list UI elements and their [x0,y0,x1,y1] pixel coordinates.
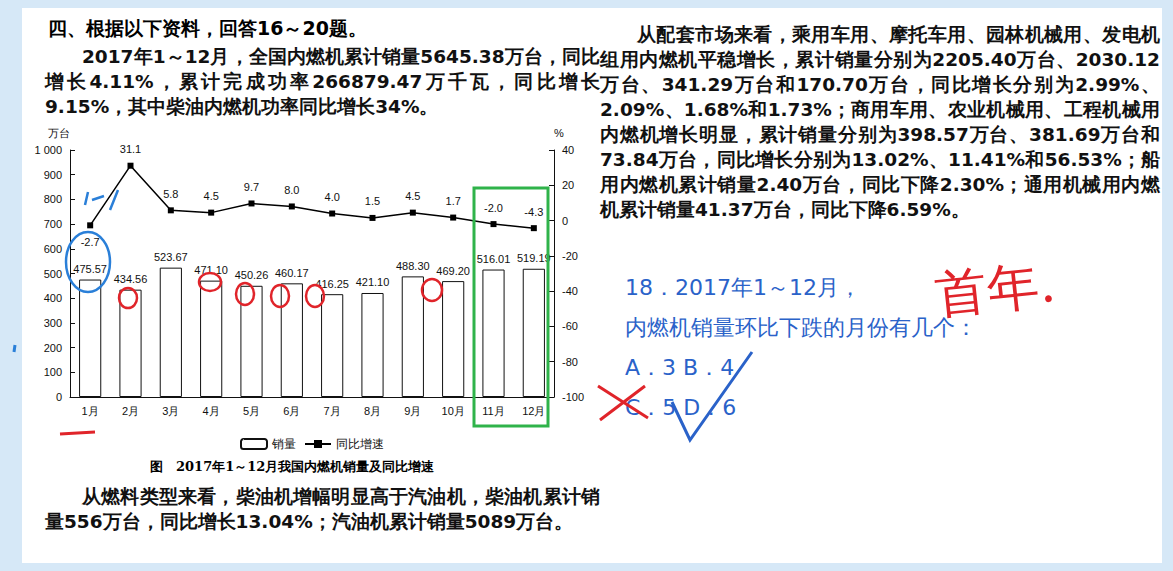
svg-text:469.20: 469.20 [436,265,470,277]
svg-text:519.19: 519.19 [517,252,551,264]
html-text:内燃机销量环比下跌的月份有几个：: 内燃机销量环比下跌的月份有几个： [625,315,977,340]
svg-text:-40: -40 [562,285,578,297]
svg-text:4.5: 4.5 [405,190,420,202]
svg-text:-2.0: -2.0 [484,202,503,214]
svg-text:同比增速: 同比增速 [336,437,384,451]
svg-text:-60: -60 [562,320,578,332]
svg-text:31.1: 31.1 [120,143,141,155]
svg-text:%: % [554,127,564,139]
svg-text:416.25: 416.25 [315,278,349,290]
svg-text:450.26: 450.26 [235,269,269,281]
svg-text:1.5: 1.5 [365,195,380,207]
svg-text:7月: 7月 [324,405,341,417]
svg-text:10月: 10月 [442,405,465,417]
svg-text:9.7: 9.7 [244,181,259,193]
svg-text:460.17: 460.17 [275,267,309,279]
svg-text:516.01: 516.01 [477,253,511,265]
svg-text:400: 400 [44,292,62,304]
svg-text:-2.7: -2.7 [81,236,100,248]
svg-text:2月: 2月 [122,405,139,417]
svg-text:9月: 9月 [404,405,421,417]
svg-text:20: 20 [562,179,574,191]
svg-text:1.7: 1.7 [446,195,461,207]
svg-text:8.0: 8.0 [284,184,299,196]
svg-text:3月: 3月 [162,405,179,417]
html-text:A．3 B．4: A．3 B．4 [625,355,735,380]
svg-text:100: 100 [44,366,62,378]
svg-text:5.8: 5.8 [163,188,178,200]
svg-text:销量: 销量 [271,437,296,451]
svg-text:500: 500 [44,268,62,280]
svg-text:8月: 8月 [364,405,381,417]
svg-text:4.0: 4.0 [325,191,340,203]
svg-text:300: 300 [44,317,62,329]
svg-text:488.30: 488.30 [396,260,430,272]
svg-text:434.56: 434.56 [114,273,148,285]
svg-text:700: 700 [44,218,62,230]
svg-text:600: 600 [44,243,62,255]
svg-text:6月: 6月 [283,405,300,417]
html-text:从燃料类型来看，柴油机增幅明显高于汽油机，柴油机累计销量55: 从燃料类型来看，柴油机增幅明显高于汽油机，柴油机累计销量556万台，同比增长13… [45,486,600,532]
svg-text:-4.3: -4.3 [524,206,543,218]
html-text:2017年1～12月，全国内燃机累计销量5645.38万台，: 2017年1～12月，全国内燃机累计销量5645.38万台，同比增长4.11%，… [45,46,600,117]
svg-text:万台: 万台 [48,127,70,139]
svg-text:11月: 11月 [482,405,504,417]
svg-text:200: 200 [44,342,62,354]
html-text:从配套市场来看，乘用车用、摩托车用、园林机械用、发电机组用内: 从配套市场来看，乘用车用、摩托车用、园林机械用、发电机组用内燃机平稳增长，累计销… [600,24,1160,220]
svg-text:40: 40 [562,144,574,156]
svg-text:800: 800 [44,193,62,205]
html-text:四、根据以下资料，回答16～20题。: 四、根据以下资料，回答16～20题。 [48,17,367,39]
svg-text:900: 900 [44,169,62,181]
svg-text:523.67: 523.67 [154,251,188,263]
svg-text:-80: -80 [562,356,578,368]
html-text:18．2017年1～12月，: 18．2017年1～12月， [625,275,861,300]
html-text:图 2017年1～12月我国内燃机销量及同比增速: 图 2017年1～12月我国内燃机销量及同比增速 [150,459,435,474]
svg-text:1 000: 1 000 [34,144,62,156]
svg-text:0: 0 [562,215,568,227]
svg-text:12月: 12月 [522,405,545,417]
svg-text:421.10: 421.10 [356,276,390,288]
svg-text:471.10: 471.10 [194,264,228,276]
svg-text:-100: -100 [562,391,584,403]
svg-text:5月: 5月 [243,405,260,417]
svg-text:1月: 1月 [82,405,99,417]
svg-text:4月: 4月 [203,405,220,417]
svg-text:475.57: 475.57 [73,263,107,275]
html-text:C．5 D．6: C．5 D．6 [625,395,737,420]
svg-text:-20: -20 [562,250,578,262]
svg-text:0: 0 [56,391,62,403]
svg-text:4.5: 4.5 [204,190,219,202]
html-text:首年.: 首年. [932,252,1059,326]
